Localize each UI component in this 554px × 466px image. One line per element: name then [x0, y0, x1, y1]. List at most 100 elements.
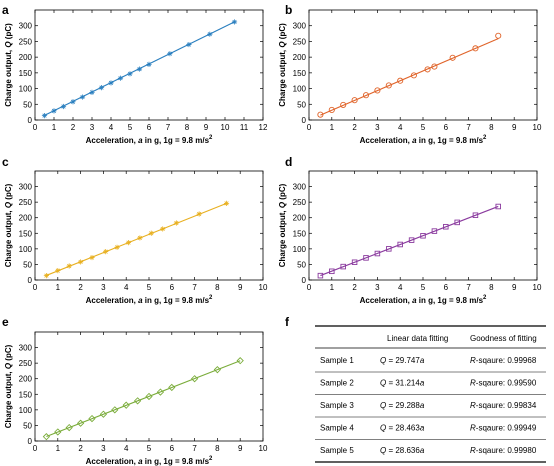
- fit-line: [320, 38, 499, 116]
- chart-panel-e: 0 1 2 3 4 5 6 7 8 9 10050100150200250300Accelerati…: [4, 331, 268, 466]
- data-point: [386, 246, 392, 252]
- x-tick-label: 2: [78, 283, 83, 292]
- data-point: [329, 268, 335, 275]
- y-tick-label: 100: [293, 245, 307, 254]
- data-point: [374, 250, 381, 257]
- data-point: [133, 397, 142, 405]
- data-point: [160, 226, 166, 232]
- table-row: Sample 1 Q = 29.747a R-sqaure: 0.99968: [315, 356, 546, 373]
- x-tick-label: 8: [215, 283, 220, 292]
- data-point: [70, 99, 76, 105]
- data-point: [190, 375, 199, 383]
- x-tick-label: 2: [78, 444, 83, 453]
- x-axis-label: Acceleration, a in g, 1g = 9.8 m/s2: [360, 295, 487, 305]
- y-axis-label: Charge output, Q (pC): [4, 344, 13, 428]
- data-point: [78, 259, 84, 265]
- data-point: [51, 108, 57, 114]
- x-tick-label: 6: [147, 123, 152, 132]
- y-tick-label: 300: [19, 183, 33, 192]
- y-tick-label: 100: [19, 245, 33, 254]
- sample-name: Sample 5: [320, 446, 354, 455]
- data-point: [449, 54, 456, 61]
- table-header-goodness: Goodness of fitting: [470, 334, 537, 343]
- data-point: [76, 419, 85, 427]
- data-point: [431, 63, 438, 70]
- x-tick-label: 10: [533, 283, 542, 292]
- x-axis-label: Acceleration, a in g, 1g = 9.8 m/s2: [86, 456, 213, 466]
- y-tick-label: 150: [293, 229, 307, 238]
- data-point: [79, 94, 86, 100]
- data-point: [88, 414, 96, 423]
- sample-name: Sample 2: [320, 379, 354, 388]
- y-tick-label: 50: [297, 100, 306, 109]
- data-point: [89, 89, 95, 95]
- data-point: [431, 228, 438, 234]
- data-point: [424, 66, 431, 73]
- data-point: [408, 237, 415, 243]
- x-tick-label: 0: [307, 283, 312, 292]
- plot-frame: [34, 331, 264, 442]
- fit-line: [46, 202, 227, 276]
- data-point: [137, 235, 143, 241]
- data-point: [472, 45, 479, 52]
- table-header-fitting: Linear data fitting: [387, 334, 448, 343]
- x-tick-label: 4: [124, 444, 129, 453]
- y-tick-label: 250: [19, 198, 33, 207]
- r-square-value: R-sqaure: 0.99949: [470, 424, 537, 433]
- data-point: [385, 82, 392, 89]
- data-point: [168, 383, 176, 392]
- data-point: [351, 259, 358, 265]
- x-tick-label: 12: [259, 123, 268, 132]
- fit-equation: Q = 29.288a: [380, 401, 425, 410]
- y-tick-label: 150: [293, 69, 307, 78]
- data-point: [99, 410, 108, 418]
- x-tick-label: 0: [33, 123, 38, 132]
- y-tick-label: 250: [293, 37, 307, 46]
- data-point: [495, 203, 501, 210]
- data-point: [111, 406, 119, 414]
- data-point: [340, 101, 347, 108]
- data-point: [117, 75, 124, 81]
- y-tick-label: 200: [19, 214, 33, 223]
- x-tick-label: 9: [512, 283, 517, 292]
- r-square-value: R-sqaure: 0.99590: [470, 379, 537, 388]
- x-tick-label: 4: [398, 123, 403, 132]
- y-tick-label: 0: [302, 116, 307, 125]
- fit-equation: Q = 28.636a: [380, 446, 425, 455]
- x-tick-label: 8: [185, 123, 190, 132]
- panel-letter-b: b: [285, 3, 292, 17]
- data-point: [65, 423, 73, 432]
- x-tick-label: 9: [204, 123, 209, 132]
- y-tick-label: 50: [23, 100, 32, 109]
- x-tick-label: 9: [238, 283, 243, 292]
- data-point: [55, 268, 61, 274]
- y-tick-label: 150: [19, 229, 33, 238]
- data-point: [122, 401, 130, 409]
- panel-letter-e: e: [2, 315, 9, 329]
- data-point: [60, 103, 67, 110]
- y-tick-label: 300: [19, 22, 33, 31]
- y-tick-label: 100: [19, 85, 33, 94]
- y-tick-label: 50: [23, 421, 32, 430]
- data-point: [340, 263, 346, 270]
- data-point: [454, 219, 460, 226]
- plot-frame: [308, 170, 538, 281]
- y-axis-label: Charge output, Q (pC): [278, 183, 287, 267]
- data-point: [397, 241, 403, 248]
- fit-equation: Q = 29.747a: [380, 356, 425, 365]
- x-tick-label: 3: [375, 123, 380, 132]
- x-tick-label: 8: [489, 123, 494, 132]
- data-point: [136, 66, 143, 72]
- data-point: [186, 41, 192, 48]
- x-tick-label: 10: [259, 444, 268, 453]
- panel-letter-a: a: [2, 3, 9, 17]
- data-point: [146, 61, 152, 67]
- x-tick-label: 3: [101, 283, 106, 292]
- panel-letter-c: c: [2, 155, 9, 169]
- data-point: [213, 366, 222, 374]
- x-tick-label: 7: [192, 283, 197, 292]
- r-square-value: R-sqaure: 0.99980: [470, 446, 537, 455]
- data-point: [317, 111, 324, 118]
- x-tick-label: 8: [215, 444, 220, 453]
- x-tick-label: 2: [352, 123, 357, 132]
